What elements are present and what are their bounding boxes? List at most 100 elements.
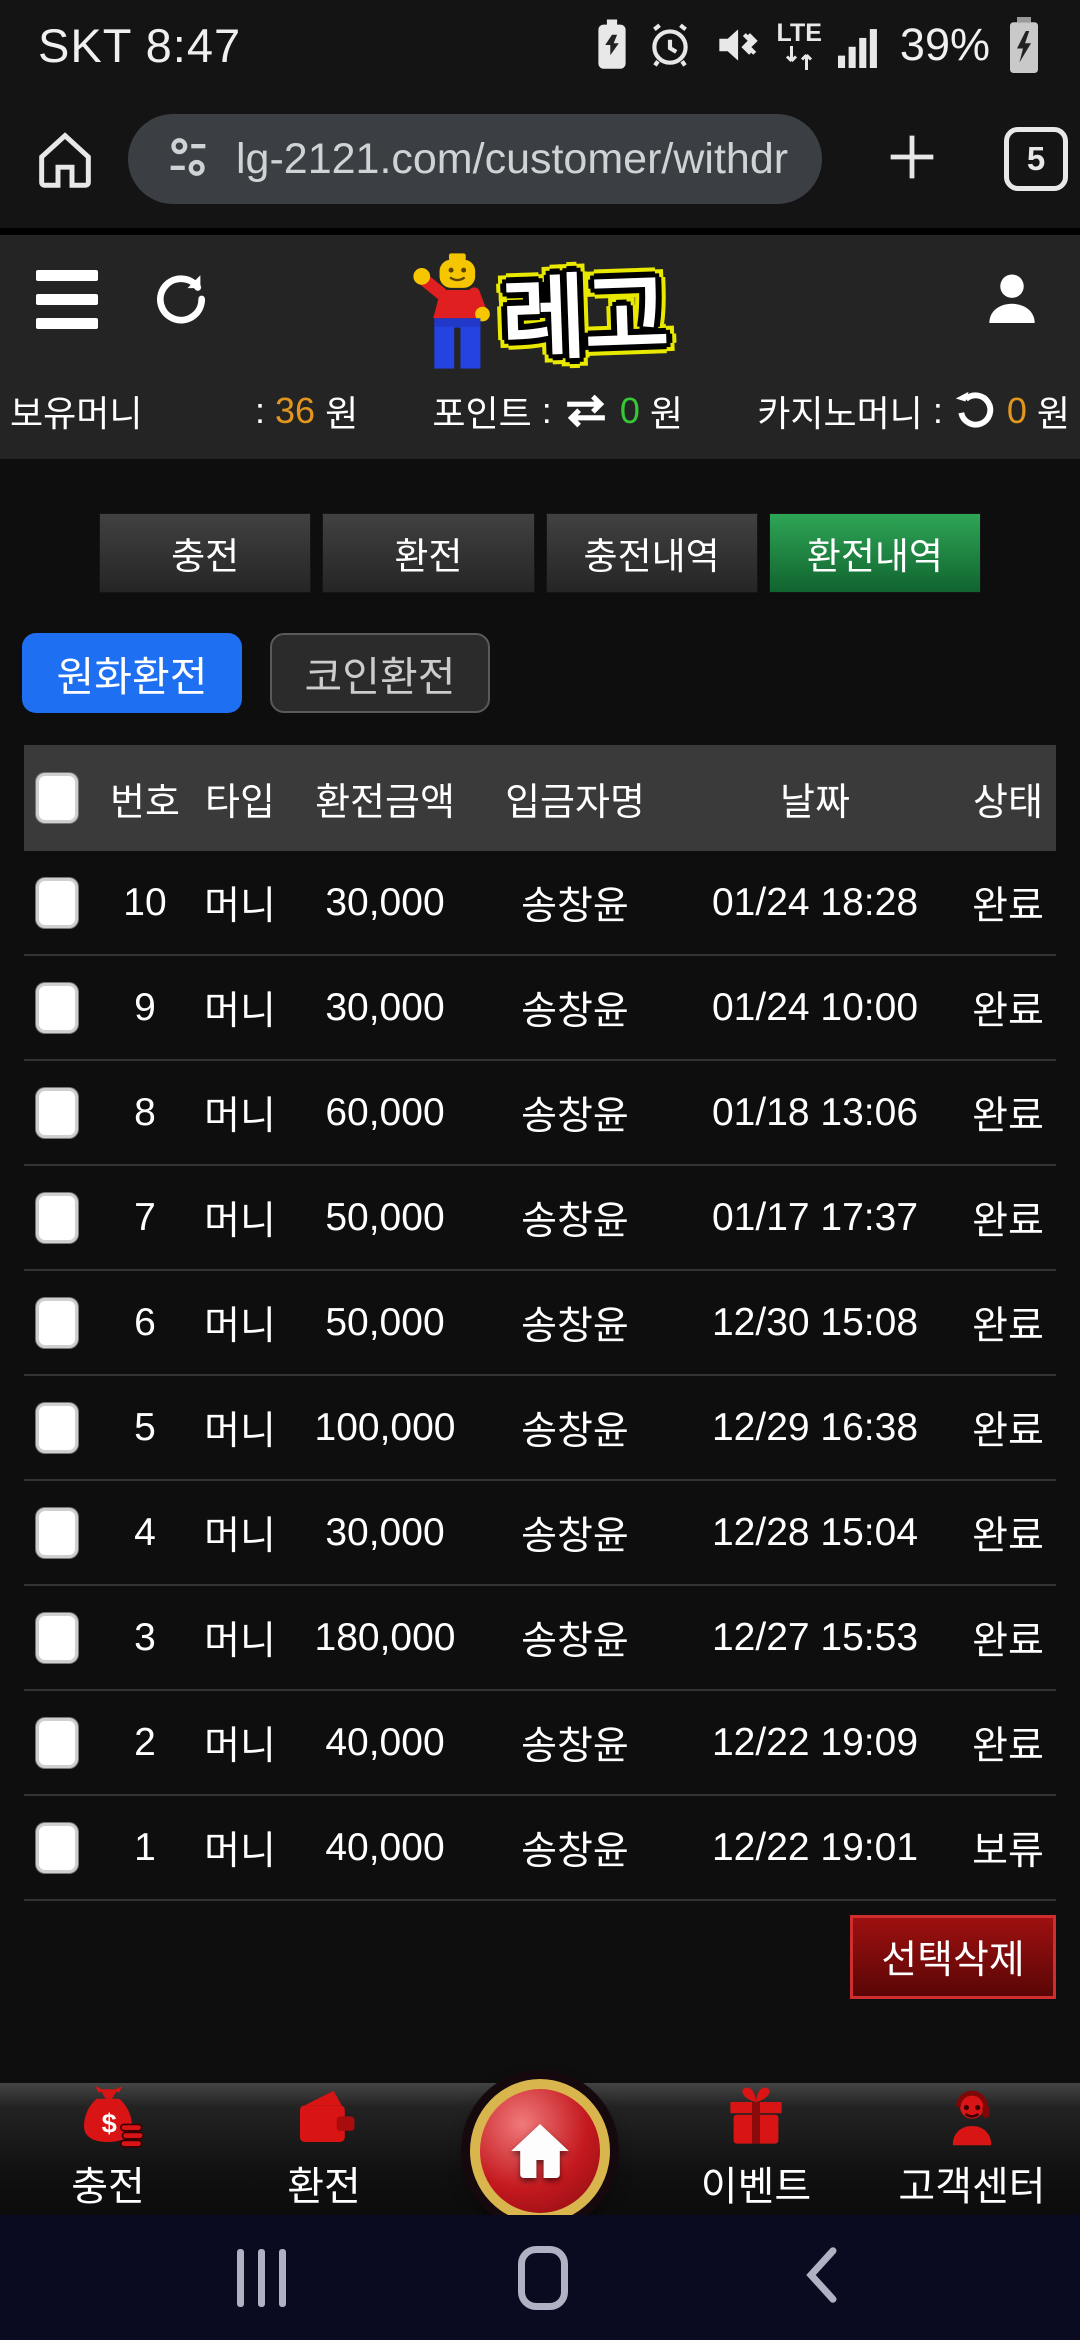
nav-deposit[interactable]: $ 충전 — [0, 2083, 216, 2215]
subtab-krw-exchange[interactable]: 원화환전 — [22, 633, 242, 713]
android-home-icon[interactable] — [517, 2245, 568, 2310]
row-checkbox[interactable] — [36, 877, 78, 928]
cell-date: 12/29 16:38 — [711, 1405, 919, 1449]
points: 포인트 : 0 원 — [432, 385, 683, 437]
cell-amount: 50,000 — [325, 1300, 445, 1344]
cell-type: 머니 — [204, 1514, 276, 1558]
table-body: 10 머니 30,000 송창윤 01/24 18:28 완료 9 머니 30,… — [24, 851, 1056, 1901]
swap-arrows-icon[interactable] — [562, 393, 610, 429]
separator: : — [541, 390, 552, 431]
casino-money-label: 카지노머니 — [757, 393, 923, 434]
row-checkbox[interactable] — [36, 1087, 78, 1138]
cell-amount: 40,000 — [325, 1720, 445, 1764]
nav-events[interactable]: 이벤트 — [648, 2083, 864, 2215]
lte-icon: LTE — [777, 20, 822, 70]
cell-status: 완료 — [972, 1199, 1044, 1243]
cell-date: 01/17 17:37 — [711, 1195, 919, 1239]
cell-type: 머니 — [204, 884, 276, 928]
row-checkbox[interactable] — [36, 1192, 78, 1243]
svg-text:$: $ — [102, 2107, 117, 2138]
android-recents-icon[interactable] — [236, 2248, 286, 2307]
nav-withdraw[interactable]: 환전 — [216, 2083, 432, 2215]
separator: : — [932, 390, 943, 431]
delete-selected-button[interactable]: 선택삭제 — [850, 1915, 1056, 1999]
casino-money: 카지노머니 : 0 원 — [757, 385, 1070, 437]
browser-toolbar: lg-2121.com/customer/withdr 5 — [0, 90, 1080, 228]
battery-saver-icon — [595, 19, 629, 71]
table-row: 9 머니 30,000 송창윤 01/24 10:00 완료 — [24, 956, 1056, 1061]
home-button[interactable] — [470, 2079, 610, 2223]
menu-icon[interactable] — [36, 269, 98, 329]
cell-status: 완료 — [972, 884, 1044, 928]
url-bar[interactable]: lg-2121.com/customer/withdr — [128, 114, 823, 204]
tab-deposit-history[interactable]: 충전내역 — [545, 513, 758, 593]
cell-depositor: 송창윤 — [521, 1199, 629, 1243]
casino-money-value: 0 — [1006, 390, 1027, 431]
table-row: 10 머니 30,000 송창윤 01/24 18:28 완료 — [24, 851, 1056, 956]
browser-home-icon[interactable] — [30, 124, 100, 194]
select-all-checkbox[interactable] — [36, 773, 78, 823]
row-checkbox[interactable] — [36, 1507, 78, 1558]
tab-withdraw-history[interactable]: 환전내역 — [768, 513, 981, 593]
cell-amount: 100,000 — [314, 1405, 456, 1449]
site-logo[interactable]: 레고 — [413, 243, 669, 376]
row-checkbox[interactable] — [36, 1822, 78, 1873]
cell-status: 완료 — [972, 1724, 1044, 1768]
new-tab-icon[interactable] — [880, 125, 944, 194]
signal-icon — [837, 22, 884, 68]
cell-date: 12/28 15:04 — [711, 1510, 919, 1554]
android-navigation-bar — [0, 2215, 1080, 2340]
cell-status: 완료 — [972, 1304, 1044, 1348]
cell-type: 머니 — [204, 989, 276, 1033]
wallet-bar: 보유머니 : 36 원 포인트 : 0 원 카지노머니 : 0 원 — [0, 363, 1080, 459]
table-row: 7 머니 50,000 송창윤 01/17 17:37 완료 — [24, 1166, 1056, 1271]
alarm-icon — [645, 20, 695, 70]
refresh-icon[interactable] — [150, 268, 212, 330]
table-row: 6 머니 50,000 송창윤 12/30 15:08 완료 — [24, 1271, 1056, 1376]
cell-number: 10 — [123, 880, 167, 924]
cell-depositor: 송창윤 — [521, 989, 629, 1033]
table-row: 4 머니 30,000 송창윤 12/28 15:04 완료 — [24, 1481, 1056, 1586]
casino-money-unit: 원 — [1036, 393, 1070, 434]
cell-depositor: 송창윤 — [521, 1409, 629, 1453]
carrier-time: SKT 8:47 — [38, 18, 242, 72]
cell-depositor: 송창윤 — [521, 1829, 629, 1873]
status-bar: SKT 8:47 LTE 39% — [0, 0, 1080, 90]
bottom-nav: $ 충전 환전 — [0, 2079, 1080, 2223]
sub-tabs: 원화환전 코인환전 — [22, 633, 1080, 713]
row-checkbox[interactable] — [36, 1297, 78, 1348]
cell-status: 보류 — [972, 1829, 1044, 1873]
tab-switcher[interactable]: 5 — [1004, 127, 1069, 191]
cell-amount: 60,000 — [325, 1090, 445, 1134]
row-checkbox[interactable] — [36, 982, 78, 1033]
cell-status: 완료 — [972, 1514, 1044, 1558]
cell-number: 8 — [134, 1090, 156, 1134]
nav-customer-center[interactable]: 고객센터 — [864, 2083, 1080, 2215]
separator: : — [255, 390, 266, 431]
tab-withdraw[interactable]: 환전 — [322, 513, 535, 593]
cell-number: 1 — [134, 1825, 156, 1869]
nav-home[interactable] — [432, 2079, 648, 2223]
nav-events-label: 이벤트 — [700, 2165, 812, 2209]
row-checkbox[interactable] — [36, 1612, 78, 1663]
cell-date: 01/24 10:00 — [711, 985, 919, 1029]
cell-amount: 30,000 — [325, 985, 445, 1029]
site-settings-icon[interactable] — [162, 131, 214, 188]
nav-customer-center-label: 고객센터 — [898, 2165, 1046, 2209]
row-checkbox[interactable] — [36, 1717, 78, 1768]
mute-vibrate-icon — [711, 20, 761, 70]
lego-minifig-icon — [413, 253, 501, 376]
col-amount: 환전금액 — [315, 781, 455, 824]
tab-deposit[interactable]: 충전 — [99, 513, 312, 593]
refresh-ccw-icon[interactable] — [953, 389, 997, 433]
account-icon[interactable] — [980, 267, 1044, 331]
cell-depositor: 송창윤 — [521, 1094, 629, 1138]
cell-date: 01/18 13:06 — [711, 1090, 919, 1134]
row-checkbox[interactable] — [36, 1402, 78, 1453]
subtab-coin-exchange[interactable]: 코인환전 — [270, 633, 490, 713]
android-back-icon[interactable] — [800, 2244, 844, 2311]
cell-number: 7 — [134, 1195, 156, 1239]
cell-type: 머니 — [204, 1724, 276, 1768]
held-money-label: 보유머니 — [10, 393, 143, 434]
cell-number: 4 — [134, 1510, 156, 1554]
